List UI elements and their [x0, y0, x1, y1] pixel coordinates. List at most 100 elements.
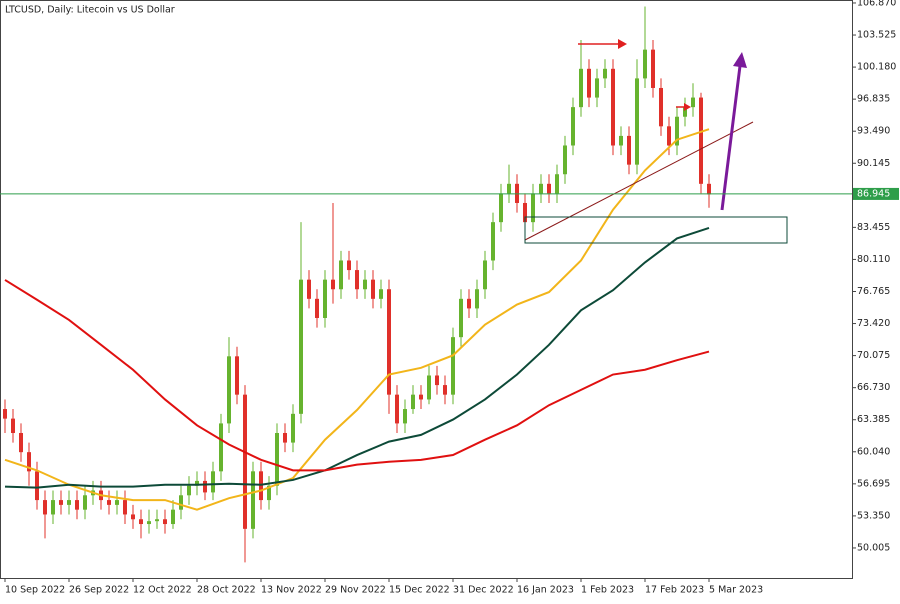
candle-body — [651, 49, 655, 88]
candle-body — [547, 183, 551, 194]
candle-body — [579, 68, 583, 108]
y-tick-label: 100.180 — [857, 62, 896, 73]
candle-body — [195, 480, 199, 486]
candle-body — [683, 107, 687, 117]
candle-body — [571, 107, 575, 146]
candle-body — [667, 126, 671, 146]
x-tick-label: 29 Nov 2022 — [325, 585, 386, 596]
candle-body — [627, 135, 631, 165]
candle-body — [555, 174, 559, 194]
candle-body — [603, 68, 607, 79]
candle-body — [139, 519, 143, 525]
candle-body — [307, 279, 311, 299]
candle-body — [251, 471, 255, 529]
candle-body — [291, 413, 295, 443]
x-tick-label: 15 Dec 2022 — [389, 585, 450, 596]
projection-arrow — [720, 65, 742, 211]
trend-line — [524, 121, 754, 241]
price-label-box — [853, 187, 899, 200]
candle-body — [395, 394, 399, 424]
candle-body — [235, 356, 239, 395]
candle-body — [499, 193, 503, 223]
candle-body — [315, 298, 319, 318]
annotations — [524, 39, 788, 244]
x-tick-label: 1 Feb 2023 — [581, 585, 634, 596]
x-tick-label: 5 Mar 2023 — [709, 585, 763, 596]
candle-body — [299, 279, 303, 414]
candle-body — [155, 519, 159, 522]
y-tick-label: 53.350 — [857, 510, 890, 521]
candle-body — [243, 394, 247, 529]
candle-body — [411, 394, 415, 410]
moving-average — [4, 226, 710, 489]
arrow-head — [684, 103, 691, 111]
candle-body — [507, 183, 511, 194]
candle-body — [371, 279, 375, 299]
y-tick-label: 106.870 — [857, 0, 896, 8]
candle-body — [523, 202, 527, 223]
candle-body — [491, 222, 495, 261]
x-tick-label: 26 Sep 2022 — [69, 585, 129, 596]
y-tick-label: 96.835 — [857, 94, 890, 105]
candle-body — [219, 423, 223, 472]
candle-body — [659, 87, 663, 127]
y-tick-label: 103.525 — [857, 30, 896, 41]
x-tick-label: 17 Feb 2023 — [645, 585, 704, 596]
moving-average — [4, 128, 710, 511]
candle-body — [203, 480, 207, 493]
candle-body — [635, 78, 639, 165]
candle-body — [475, 289, 479, 309]
candle-body — [691, 97, 695, 108]
moving-average — [4, 279, 710, 472]
candle-body — [107, 500, 111, 505]
candle-body — [123, 500, 127, 515]
candle-body — [675, 116, 679, 146]
candle-body — [171, 509, 175, 525]
y-tick-label: 83.455 — [857, 222, 890, 233]
candle-body — [563, 145, 567, 175]
y-tick-label: 90.145 — [857, 158, 890, 169]
chart-title: LTCUSD, Daily: Litecoin vs US Dollar — [5, 5, 175, 16]
arrow-head — [733, 52, 747, 68]
candle-body — [19, 432, 23, 453]
y-tick-label: 50.005 — [857, 542, 890, 553]
candle-body — [131, 514, 135, 520]
candle-body — [699, 97, 703, 184]
candle-body — [435, 375, 439, 386]
candle-body — [427, 375, 431, 400]
y-tick-label: 80.110 — [857, 254, 890, 265]
plot-frame — [0, 0, 853, 579]
candle-body — [331, 279, 335, 290]
candle-body — [67, 500, 71, 505]
x-tick-label: 28 Oct 2022 — [197, 585, 256, 596]
arrow-head — [618, 39, 627, 49]
y-tick-label: 60.040 — [857, 446, 890, 457]
y-tick-label: 56.695 — [857, 478, 890, 489]
candle-body — [3, 409, 7, 419]
candle-body — [355, 270, 359, 290]
y-tick-label: 70.075 — [857, 350, 890, 361]
candle-body — [11, 418, 15, 433]
candle-body — [147, 521, 151, 525]
support-zone — [524, 216, 788, 244]
candle-body — [459, 298, 463, 338]
candle-body — [595, 78, 599, 98]
candle-body — [467, 298, 471, 309]
candle-body — [43, 500, 47, 515]
candle-body — [587, 68, 591, 98]
candle-body — [163, 519, 167, 525]
candle-body — [483, 260, 487, 290]
candle-body — [531, 193, 535, 223]
plot-layer — [3, 6, 711, 563]
candle-body — [75, 500, 79, 510]
candle-body — [59, 500, 63, 505]
candle-body — [179, 495, 183, 510]
candle-body — [611, 68, 615, 146]
price-label: 86.945 — [857, 188, 890, 199]
candle-body — [27, 452, 31, 472]
candle-body — [35, 471, 39, 501]
candle-body — [403, 409, 407, 424]
y-tick-label: 66.730 — [857, 382, 890, 393]
y-tick-label: 93.490 — [857, 126, 890, 137]
